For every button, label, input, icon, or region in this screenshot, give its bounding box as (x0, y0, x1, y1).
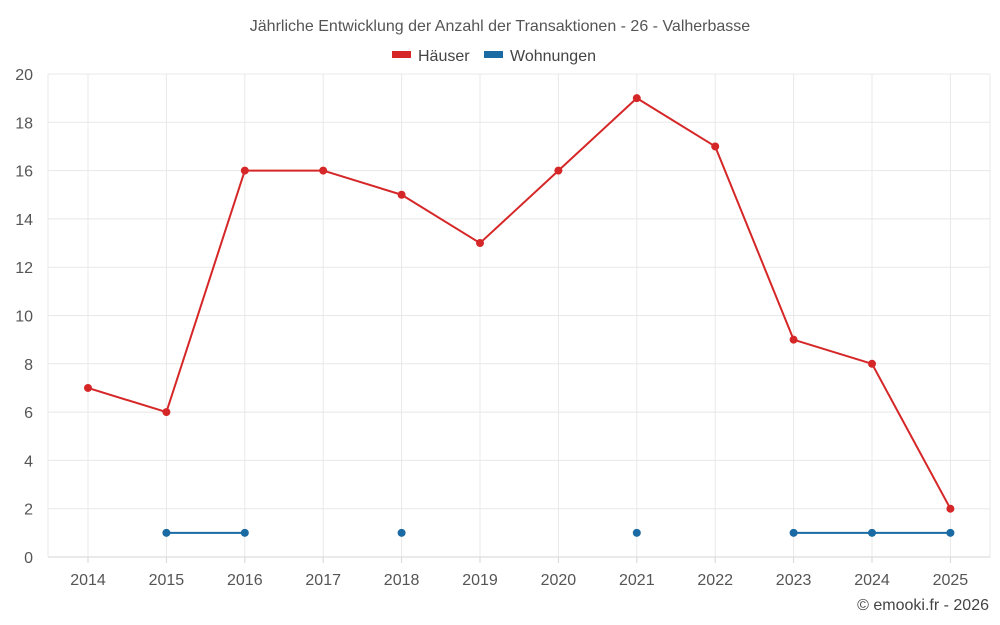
legend-item-haeuser[interactable]: Häuser (392, 48, 470, 65)
data-point[interactable] (162, 528, 171, 537)
x-tick-label: 2022 (697, 572, 733, 589)
data-point[interactable] (397, 190, 406, 199)
legend: Häuser Wohnungen (392, 48, 596, 65)
credit-text: © emooki.fr - 2026 (857, 597, 989, 614)
legend-item-wohnungen[interactable]: Wohnungen (484, 48, 596, 65)
series-haeuser (84, 94, 955, 513)
y-tick-label: 4 (24, 453, 33, 470)
x-tick-label: 2019 (462, 572, 498, 589)
x-tick-label: 2015 (149, 572, 185, 589)
legend-swatch-wohnungen (484, 51, 503, 58)
x-tick-label: 2014 (70, 572, 106, 589)
data-point[interactable] (868, 359, 876, 368)
chart-title: Jährliche Entwicklung der Anzahl der Tra… (250, 18, 751, 35)
x-tick-label: 2017 (305, 572, 341, 589)
gridlines (47, 73, 991, 557)
y-axis-ticks: 0 2 4 6 8 10 12 14 16 18 20 (15, 67, 33, 567)
x-tick-label: 2016 (227, 572, 263, 589)
y-tick-label: 16 (15, 164, 33, 181)
x-tick-label: 2018 (384, 572, 420, 589)
legend-swatch-haeuser (392, 51, 411, 58)
x-axis-ticks: 2014 2015 2016 2017 2018 2019 2020 2021 2022 2023… (70, 572, 968, 589)
data-point[interactable] (554, 166, 563, 175)
y-tick-label: 8 (24, 357, 33, 374)
data-point[interactable] (162, 408, 171, 417)
legend-label-wohnungen: Wohnungen (510, 48, 596, 65)
data-point[interactable] (240, 166, 249, 175)
y-tick-label: 6 (24, 405, 33, 422)
y-tick-label: 0 (24, 550, 33, 567)
y-tick-label: 10 (15, 309, 33, 326)
series-line (87, 97, 952, 510)
series-layer (84, 94, 955, 537)
data-point[interactable] (632, 528, 641, 537)
y-tick-label: 2 (24, 502, 33, 519)
legend-label-haeuser: Häuser (418, 48, 470, 65)
x-tick-label: 2024 (854, 572, 890, 589)
y-tick-label: 18 (15, 115, 33, 132)
x-tick-label: 2023 (776, 572, 812, 589)
y-tick-label: 14 (15, 212, 33, 229)
data-point[interactable] (946, 528, 955, 537)
data-point[interactable] (789, 335, 798, 344)
x-tick-label: 2025 (933, 572, 969, 589)
data-point[interactable] (84, 383, 92, 392)
data-point[interactable] (868, 528, 876, 537)
series-wohnungen (162, 528, 955, 537)
x-tick-label: 2021 (619, 572, 655, 589)
data-point[interactable] (711, 142, 720, 151)
y-tick-label: 20 (15, 67, 33, 84)
data-point[interactable] (476, 239, 484, 248)
data-point[interactable] (632, 94, 641, 103)
axes (48, 556, 990, 563)
data-point[interactable] (319, 166, 328, 175)
data-point[interactable] (240, 528, 249, 537)
data-point[interactable] (789, 528, 798, 537)
x-tick-label: 2020 (541, 572, 577, 589)
data-point[interactable] (397, 528, 406, 537)
y-tick-label: 12 (15, 260, 33, 277)
data-point[interactable] (946, 504, 955, 513)
